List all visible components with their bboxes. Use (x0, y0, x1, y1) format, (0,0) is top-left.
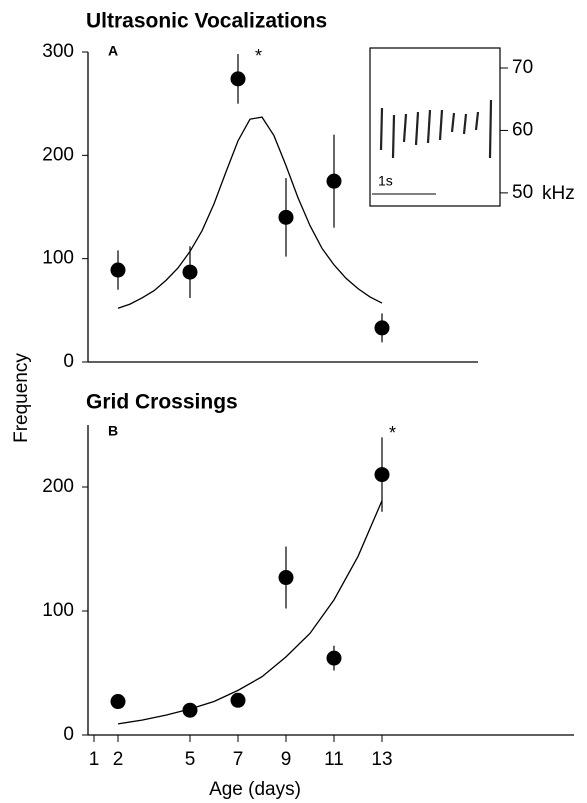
y-tick-label: 0 (63, 351, 74, 372)
data-point (231, 693, 246, 708)
data-point (327, 174, 342, 189)
panel-b-title: Grid Crossings (86, 391, 238, 414)
data-point (183, 703, 198, 718)
data-point (327, 651, 342, 666)
y-tick-label: 100 (42, 600, 74, 621)
panel-a-title: Ultrasonic Vocalizations (86, 10, 327, 33)
data-point (279, 570, 294, 585)
data-point (231, 71, 246, 86)
data-point (279, 210, 294, 225)
y-tick-label: 200 (42, 476, 74, 497)
data-point (183, 265, 198, 280)
inset-tick-label: 50 (512, 182, 533, 203)
y-axis-label: Frequency (11, 353, 32, 443)
syllable (381, 108, 382, 150)
significance-star: * (255, 46, 262, 66)
x-tick-label: 5 (185, 749, 196, 770)
significance-star: * (389, 423, 396, 443)
inset: 1s kHz (370, 48, 575, 206)
y-tick-label: 300 (42, 41, 74, 62)
panel-a-label: A (108, 43, 118, 59)
x-tick-label: 9 (281, 749, 292, 770)
x-axis-label: Age (days) (209, 779, 301, 800)
x-tick-label: 1 (89, 749, 100, 770)
fit-curve (118, 501, 382, 724)
inset-tick-label: 70 (512, 57, 533, 78)
x-tick-label: 2 (113, 749, 124, 770)
syllable (490, 100, 491, 158)
panel-b-label: B (108, 423, 118, 439)
x-tick-label: 7 (233, 749, 244, 770)
x-tick-label: 13 (371, 749, 392, 770)
y-tick-label: 200 (42, 144, 74, 165)
data-point (375, 467, 390, 482)
data-point (111, 694, 126, 709)
data-point (111, 263, 126, 278)
syllable (393, 115, 394, 158)
fit-curve (118, 117, 382, 308)
inset-tick-label: 60 (512, 119, 533, 140)
data-point (375, 320, 390, 335)
y-tick-label: 0 (63, 724, 74, 745)
y-tick-label: 100 (42, 248, 74, 269)
inset-unit: kHz (542, 183, 575, 204)
scale-label: 1s (378, 173, 393, 189)
figure: Ultrasonic Vocalizations A * Grid Crossi… (0, 0, 587, 803)
x-tick-label: 11 (324, 749, 344, 770)
